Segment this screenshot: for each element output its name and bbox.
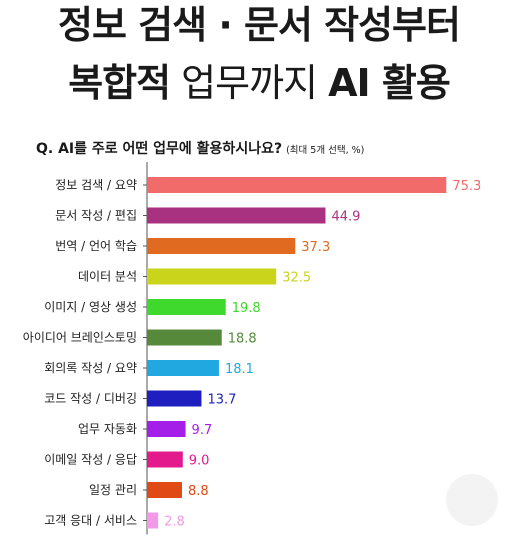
category-label: 일정 관리 xyxy=(89,483,137,497)
bar xyxy=(147,512,159,529)
value-label: 44.9 xyxy=(331,210,360,225)
headline-line-2: 복합적 업무까지 AI 활용 xyxy=(0,60,518,106)
category-label: 데이터 분석 xyxy=(78,270,137,284)
value-label: 8.8 xyxy=(188,484,209,499)
bar xyxy=(147,207,326,224)
value-label: 19.8 xyxy=(232,301,261,316)
bar xyxy=(147,482,182,498)
category-label: 아이디어 브레인스토밍 xyxy=(23,331,137,345)
value-label: 32.5 xyxy=(282,271,311,286)
category-label: 번역 / 언어 학습 xyxy=(55,239,137,253)
value-label: 18.1 xyxy=(225,362,254,377)
category-label: 이미지 / 영상 생성 xyxy=(44,300,137,314)
headline-line-1-text: 정보 검색 · 문서 작성부터 xyxy=(58,3,461,47)
headline-line-1: 정보 검색 · 문서 작성부터 xyxy=(0,2,518,48)
headline-line-2-end: AI 활용 xyxy=(328,61,451,105)
bar xyxy=(147,177,447,193)
bar xyxy=(147,238,296,254)
bar xyxy=(147,421,186,437)
bar xyxy=(147,451,183,468)
value-label: 9.7 xyxy=(192,423,213,438)
question-text: Q. AI를 주로 어떤 업무에 활용하시나요? xyxy=(36,141,283,157)
category-label: 회의록 작성 / 요약 xyxy=(44,360,137,375)
headline-line-2-light: 업무까지 xyxy=(181,61,318,105)
category-label: 업무 자동화 xyxy=(78,422,137,436)
bar xyxy=(147,268,277,285)
value-label: 75.3 xyxy=(452,179,481,194)
headline-line-2-bold: 복합적 xyxy=(68,61,171,105)
bar xyxy=(147,360,219,376)
bar xyxy=(147,390,202,407)
value-label: 2.8 xyxy=(164,515,185,530)
question-note: (최대 5개 선택, %) xyxy=(286,145,365,156)
category-label: 고객 응대 / 서비스 xyxy=(44,514,137,528)
value-label: 13.7 xyxy=(207,393,236,408)
value-label: 18.8 xyxy=(228,332,257,347)
chart-question: Q. AI를 주로 어떤 업무에 활용하시나요? (최대 5개 선택, %) xyxy=(36,138,364,158)
bar xyxy=(147,299,226,315)
category-label: 문서 작성 / 편집 xyxy=(55,209,137,223)
category-label: 정보 검색 / 요약 xyxy=(55,177,137,192)
bar xyxy=(147,329,222,346)
value-label: 37.3 xyxy=(301,240,330,255)
value-label: 9.0 xyxy=(189,454,210,469)
bar-chart: 정보 검색 / 요약 75.3 문서 작성 / 편집 44.9 번역 / 언어 학습 37… xyxy=(23,162,481,535)
category-label: 코드 작성 / 디버깅 xyxy=(44,392,137,406)
watermark-logo xyxy=(446,474,498,526)
category-label: 이메일 작성 / 응답 xyxy=(44,453,137,467)
